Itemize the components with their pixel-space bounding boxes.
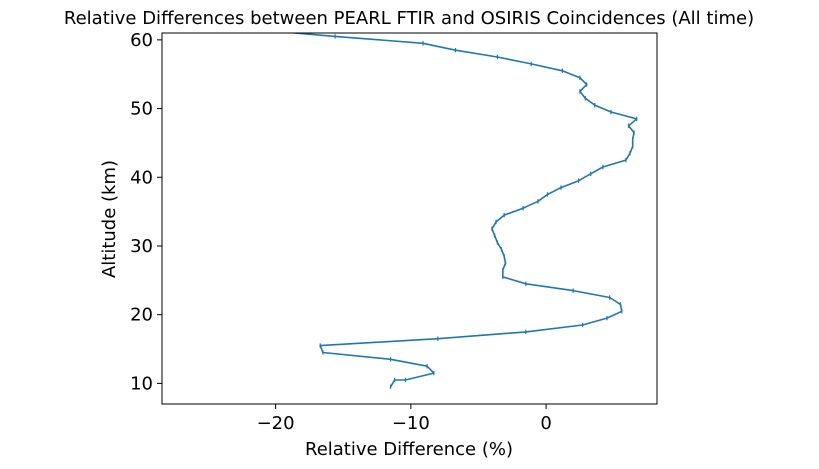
chart-title: Relative Differences between PEARL FTIR … [64,8,754,29]
x-tick-label: −20 [257,413,295,434]
y-axis: 10 20 30 40 50 60 [130,30,162,394]
plot-area [285,33,638,390]
x-tick-label: 0 [540,413,551,434]
y-tick-label: 10 [130,373,153,394]
x-axis: −20 −10 0 [257,404,552,434]
plot-frame [161,32,658,405]
x-axis-label: Relative Difference (%) [305,439,513,460]
y-tick-label: 20 [130,305,153,326]
y-tick-label: 50 [130,99,153,120]
y-tick-label: 60 [130,30,153,51]
y-axis-label: Altitude (km) [99,160,120,278]
y-tick-label: 30 [130,236,153,257]
x-tick-label: −10 [392,413,430,434]
y-tick-label: 40 [130,167,153,188]
series-line [285,33,638,388]
